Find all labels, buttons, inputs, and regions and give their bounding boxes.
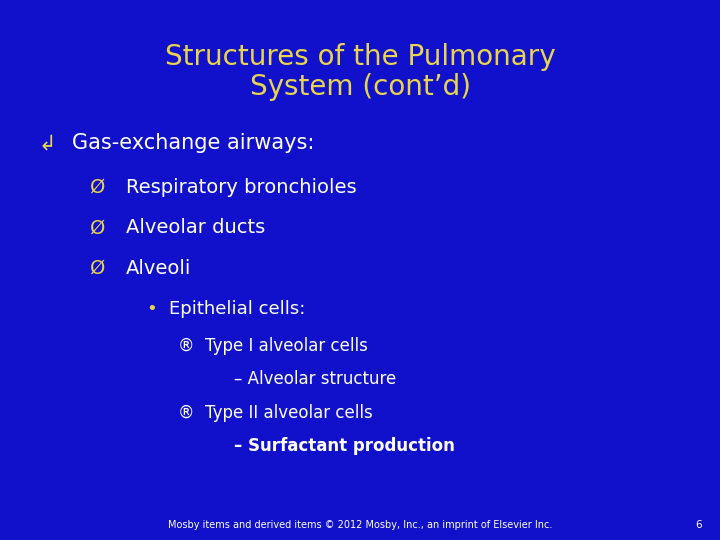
Text: ↲: ↲	[38, 133, 55, 153]
Text: ®: ®	[178, 403, 194, 422]
Text: – Alveolar structure: – Alveolar structure	[234, 370, 396, 388]
Text: Ø: Ø	[89, 178, 105, 197]
Text: – Surfactant production: – Surfactant production	[234, 437, 455, 455]
Text: Ø: Ø	[89, 218, 105, 238]
Text: Epithelial cells:: Epithelial cells:	[169, 300, 305, 318]
Text: Structures of the Pulmonary: Structures of the Pulmonary	[165, 43, 555, 71]
Text: Mosby items and derived items © 2012 Mosby, Inc., an imprint of Elsevier Inc.: Mosby items and derived items © 2012 Mos…	[168, 520, 552, 530]
Text: Alveoli: Alveoli	[126, 259, 192, 278]
Text: •: •	[146, 300, 156, 318]
Text: Respiratory bronchioles: Respiratory bronchioles	[126, 178, 356, 197]
Text: 6: 6	[696, 520, 702, 530]
Text: Type II alveolar cells: Type II alveolar cells	[205, 403, 373, 422]
Text: Gas-exchange airways:: Gas-exchange airways:	[72, 133, 315, 153]
Text: Ø: Ø	[89, 259, 105, 278]
Text: ®: ®	[178, 336, 194, 355]
Text: Type I alveolar cells: Type I alveolar cells	[205, 336, 368, 355]
Text: Alveolar ducts: Alveolar ducts	[126, 218, 265, 238]
Text: System (cont’d): System (cont’d)	[250, 73, 470, 102]
